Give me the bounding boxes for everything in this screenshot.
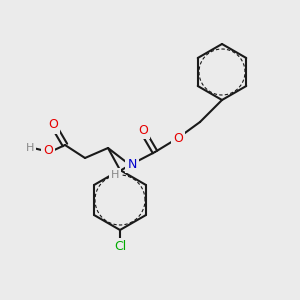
Text: O: O: [138, 124, 148, 136]
Text: N: N: [127, 158, 137, 170]
Text: O: O: [43, 145, 53, 158]
Text: O: O: [48, 118, 58, 131]
Text: H: H: [26, 143, 34, 153]
Text: O: O: [173, 131, 183, 145]
Text: H: H: [111, 170, 119, 180]
Text: Cl: Cl: [114, 241, 126, 254]
